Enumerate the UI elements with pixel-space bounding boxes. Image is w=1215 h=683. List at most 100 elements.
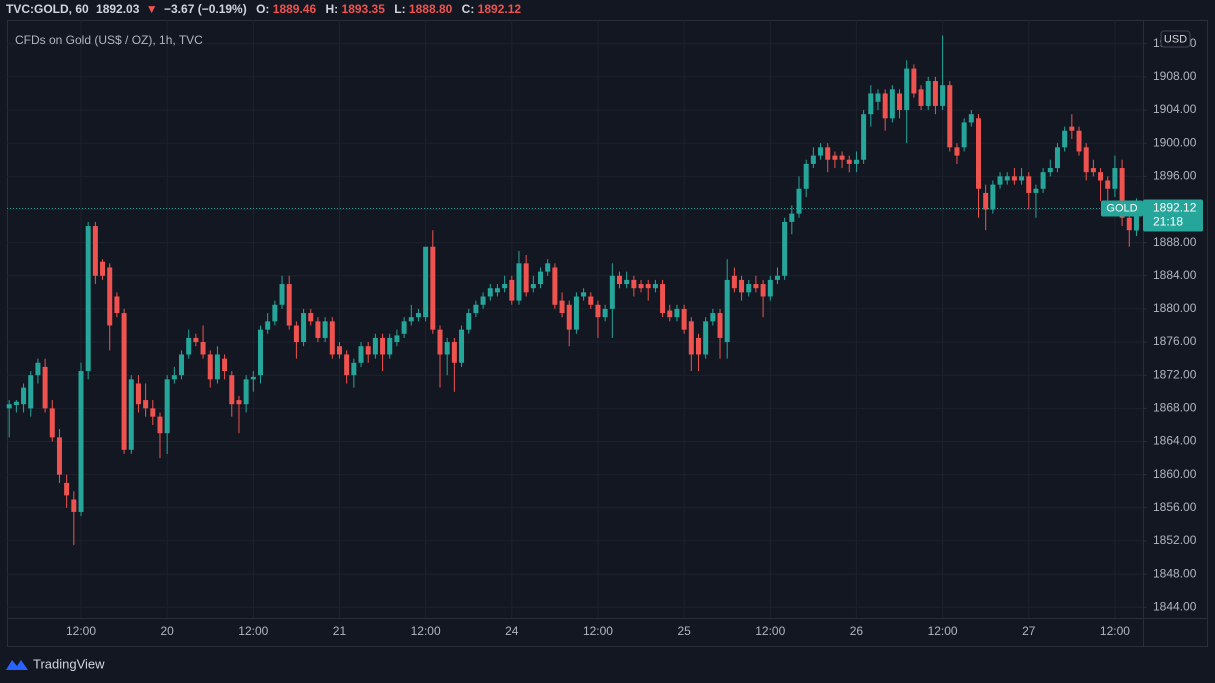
candle-body (64, 482, 70, 496)
candle-body (889, 89, 895, 119)
candle-body (186, 337, 192, 355)
candle-body (566, 304, 572, 330)
candle-body (344, 354, 350, 376)
currency-badge (1160, 30, 1191, 48)
candle-body (358, 346, 364, 363)
candle-body (1083, 147, 1089, 173)
candle-body (214, 354, 220, 380)
candle-body (1062, 130, 1068, 148)
candle-body (21, 387, 27, 405)
candle-body (703, 321, 709, 355)
candle-body (1098, 172, 1104, 181)
candle-body (480, 296, 486, 305)
y-tick-label: 1848.00 (1153, 566, 1197, 580)
x-tick-label: 12:00 (238, 624, 268, 638)
candle-body (767, 279, 773, 297)
candle-body (401, 321, 407, 334)
candle-body (990, 184, 996, 210)
candle-body (1019, 176, 1025, 181)
candle-body (128, 379, 134, 450)
candle-body (100, 261, 106, 276)
candle-body (171, 375, 177, 380)
candle-body (803, 163, 809, 189)
h-label: H: (326, 2, 339, 16)
y-tick-label: 1888.00 (1153, 235, 1197, 249)
x-tick-label: 25 (677, 624, 691, 638)
candle-body (430, 246, 436, 330)
candle-body (509, 279, 515, 301)
candle-body (222, 358, 228, 372)
countdown: 21:18 (1153, 215, 1183, 229)
logo-icon (6, 660, 28, 670)
y-tick-label: 1868.00 (1153, 401, 1197, 415)
grid (7, 20, 1143, 618)
candle-body (918, 89, 924, 106)
y-tick-label: 1896.00 (1153, 169, 1197, 183)
candle-body (415, 313, 421, 318)
candle-body (624, 279, 630, 285)
header-price: 1892.03 (96, 2, 140, 16)
candle-body (1011, 176, 1017, 181)
y-tick-label: 1864.00 (1153, 434, 1197, 448)
candle-body (1105, 180, 1111, 189)
candle-body (466, 313, 472, 330)
candle-body (451, 342, 457, 363)
candle-body (997, 176, 1003, 185)
candle-body (301, 313, 307, 343)
candle-body (150, 408, 156, 417)
candle-body (853, 159, 859, 164)
candle-body (1076, 130, 1082, 152)
pane-border (7, 20, 1208, 647)
candle-body (394, 335, 400, 343)
candle-body (882, 93, 888, 119)
candle-body (1040, 172, 1046, 189)
chart-title: CFDs on Gold (US$ / OZ), 1h, TVC (15, 33, 203, 47)
candle-body (581, 292, 587, 297)
candle-body (731, 275, 737, 289)
candle-body (588, 296, 594, 305)
candle-body (904, 68, 910, 111)
candle-body (49, 408, 55, 438)
candle-body (947, 85, 953, 148)
candle-body (473, 304, 479, 314)
symbol: TVC:GOLD, 60 (6, 2, 89, 16)
y-tick-label: 1856.00 (1153, 500, 1197, 514)
y-tick-label: 1908.00 (1153, 69, 1197, 83)
x-tick-label: 21 (333, 624, 347, 638)
candle-body (516, 263, 522, 301)
candle-body (796, 188, 802, 214)
candle-body (85, 226, 91, 372)
candle-body (1026, 176, 1032, 193)
candle-body (559, 300, 565, 314)
candle-body (667, 310, 673, 318)
candle-body (179, 354, 185, 376)
candle-body (351, 362, 357, 376)
candle-body (236, 400, 242, 405)
candle-body (674, 308, 680, 318)
candle-body (1119, 168, 1125, 218)
candle-body (1054, 147, 1060, 169)
candle-body (1126, 217, 1132, 231)
candle-body (315, 321, 321, 338)
candle-body (573, 296, 579, 330)
candle-body (968, 114, 974, 123)
candle-body (243, 379, 249, 405)
candle-body (825, 147, 831, 160)
candle-body (1090, 168, 1096, 173)
candle-body (602, 308, 608, 318)
candle-body (753, 284, 759, 289)
candle-body (114, 296, 120, 314)
l-label: L: (394, 2, 405, 16)
candle-body (365, 346, 371, 355)
candle-body (336, 346, 342, 355)
x-tick-label: 26 (850, 624, 864, 638)
c-value: 1892.12 (478, 2, 522, 16)
candle-body (380, 337, 386, 355)
candle-body (688, 321, 694, 355)
candle-body (961, 122, 967, 148)
x-tick-label: 12:00 (928, 624, 958, 638)
header: TVC:GOLD, 60 1892.03 ▼ −3.67 (−0.19%) O:… (6, 2, 521, 16)
candle-body (35, 362, 41, 376)
symbol-badge (1101, 200, 1143, 217)
